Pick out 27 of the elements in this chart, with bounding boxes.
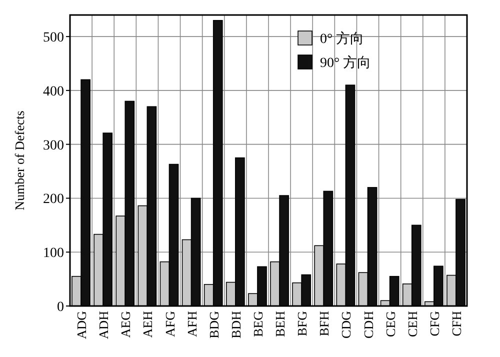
x-tick-label: ADH	[96, 311, 112, 340]
x-tick-label: BEG	[250, 311, 266, 337]
y-tick-label: 400	[43, 84, 64, 100]
x-tick-label: CFH	[448, 311, 464, 336]
x-tick-label: CEH	[404, 311, 420, 337]
y-axis-title: Number of Defects	[12, 110, 27, 210]
y-tick-label: 0	[57, 300, 64, 315]
x-tick-label: AEH	[140, 311, 156, 338]
x-tick-label: ADG	[74, 311, 90, 340]
x-tick-label: BDH	[228, 311, 244, 338]
y-tick-label: 300	[43, 138, 64, 154]
x-tick-label: CFG	[426, 311, 442, 336]
x-tick-label: AFG	[162, 311, 178, 338]
x-tick-label: AFH	[184, 311, 200, 338]
legend-label: 0° 方向	[320, 31, 364, 47]
y-tick-label: 200	[43, 192, 64, 208]
x-tick-label: BFH	[316, 311, 332, 336]
x-tick-label: CDH	[360, 311, 376, 338]
x-tick-label: CDG	[338, 311, 354, 338]
y-tick-label: 500	[43, 30, 64, 46]
x-tick-label: AEG	[118, 311, 134, 338]
y-tick-label: 100	[43, 246, 64, 262]
x-tick-label: BEH	[272, 311, 288, 337]
x-tick-label: BDG	[206, 311, 222, 338]
x-tick-label: BFG	[294, 311, 310, 336]
x-tick-label: CEG	[382, 311, 398, 337]
legend-label: 90° 方向	[320, 55, 372, 71]
